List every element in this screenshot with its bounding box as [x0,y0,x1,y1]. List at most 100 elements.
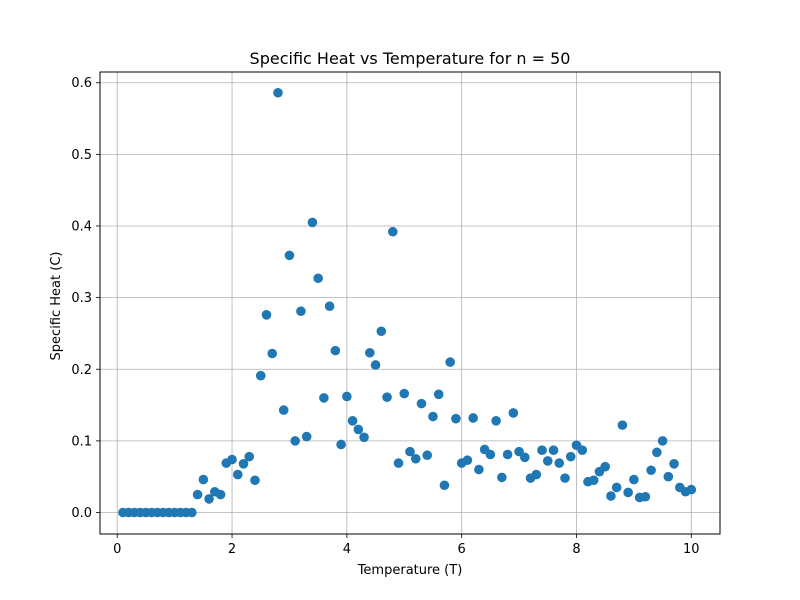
data-point [255,370,266,381]
data-point [232,469,243,480]
data-point [376,326,387,337]
data-point [577,445,588,455]
data-point [330,345,341,356]
data-point [387,226,398,237]
data-point [307,217,318,228]
data-point [439,480,450,491]
data-point [342,391,352,402]
x-tick-label: 0 [113,542,121,557]
plot-frame [99,71,721,535]
data-point [296,306,306,317]
data-point [669,459,679,469]
data-point [324,301,335,312]
data-point [451,413,461,424]
y-tick-label: 0.3 [71,291,92,306]
data-point [405,446,415,457]
data-point [623,487,633,498]
data-point [502,449,513,460]
data-point [422,450,433,461]
data-point [565,451,576,462]
y-tick-label: 0.4 [71,220,92,235]
data-point [284,250,295,261]
data-point [611,482,622,493]
data-point [353,424,364,435]
data-point [606,491,616,501]
data-point [531,469,542,480]
data-point [646,465,656,476]
x-gridlines [116,72,692,534]
data-point [428,411,438,422]
y-axis-ticks: 0.0 0.1 0.2 0.3 0.4 0.5 0.6 [71,76,100,521]
y-tick-label: 0.6 [71,76,92,91]
data-point [640,491,651,502]
x-tick-label: 10 [683,542,700,557]
data-point [652,447,662,458]
data-point [238,459,249,469]
y-tick-label: 0.5 [71,148,92,163]
data-point [215,489,226,500]
data-point [491,416,501,426]
data-point [187,507,197,518]
data-point [554,458,565,468]
data-point [410,453,421,464]
data-point [629,474,639,485]
data-point [445,357,455,367]
data-point [663,471,674,482]
data-point [261,310,272,320]
data-point [370,360,381,370]
data-point [399,388,410,399]
chart-title: Specific Heat vs Temperature for n = 50 [250,49,571,68]
y-tick-label: 0.0 [71,506,92,521]
data-point [393,458,404,468]
x-tick-label: 2 [228,542,236,557]
data-point [301,431,312,442]
data-point [382,392,392,402]
data-point [347,416,358,426]
data-point [250,475,260,486]
data-point [433,389,444,400]
x-axis-ticks: 0 2 4 6 8 10 [113,534,700,557]
data-point [686,484,697,495]
data-point [508,408,519,418]
data-point [319,393,329,403]
x-tick-label: 4 [343,542,351,557]
data-point [244,451,255,462]
data-point [474,464,484,475]
data-point [657,436,668,446]
y-tick-label: 0.2 [71,363,92,378]
data-point [336,439,346,450]
data-point [542,456,553,466]
data-point [600,461,610,472]
data-point [468,413,478,423]
data-point [416,398,427,409]
y-tick-label: 0.1 [71,434,92,449]
data-point [278,405,289,415]
data-point [313,273,323,284]
data-point [537,445,547,455]
data-point [273,87,283,98]
x-tick-label: 8 [572,542,580,557]
data-point [617,420,628,430]
data-point [588,475,599,486]
data-point [560,473,570,483]
data-point [204,494,214,504]
data-points [118,87,697,518]
data-point [497,472,507,483]
data-point [227,454,237,465]
x-axis-label: Temperature (T) [357,563,463,578]
data-point [462,455,473,466]
x-tick-label: 6 [458,542,466,557]
y-gridlines [100,82,720,513]
data-point [365,347,375,358]
data-point [198,474,209,485]
data-point [267,348,278,359]
data-point [485,449,496,460]
data-point [520,452,530,463]
data-point [548,445,559,455]
data-point [290,436,300,446]
y-axis-label: Specific Heat (C) [49,252,64,361]
data-point [192,489,203,500]
data-point [359,432,369,443]
